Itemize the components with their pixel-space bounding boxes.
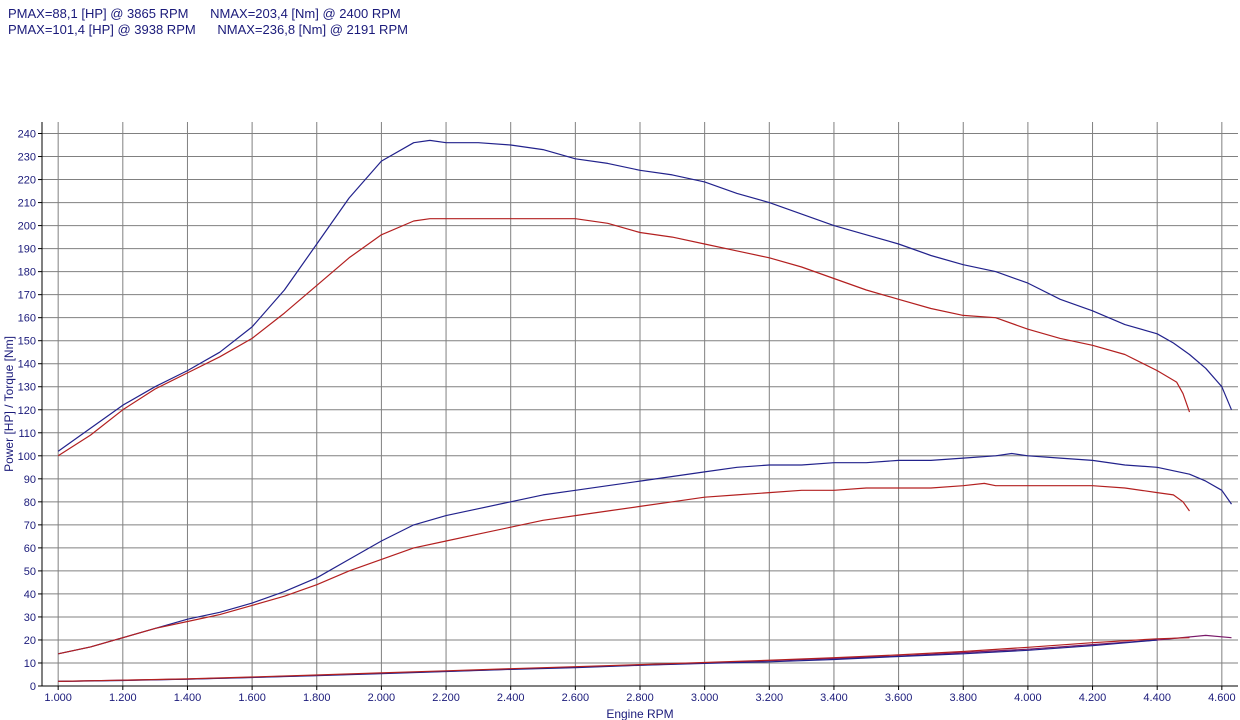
- x-tick-label: 2.000: [368, 692, 396, 704]
- x-tick-label: 4.000: [1014, 692, 1042, 704]
- y-tick-label: 140: [18, 359, 36, 371]
- y-tick-label: 0: [30, 681, 36, 693]
- x-tick-label: 1.400: [174, 692, 202, 704]
- x-tick-label: 4.400: [1143, 692, 1171, 704]
- y-tick-label: 230: [18, 152, 36, 164]
- header-line-1: PMAX=88,1 [HP] @ 3865 RPM NMAX=203,4 [Nm…: [8, 6, 401, 21]
- grid: [42, 122, 1238, 686]
- y-tick-label: 170: [18, 290, 36, 302]
- series-line-2: [57, 218, 1191, 457]
- y-tick-label: 40: [24, 589, 36, 601]
- x-tick-label: 1.800: [303, 692, 331, 704]
- y-tick-label: 210: [18, 198, 36, 210]
- y-tick-label: 60: [24, 543, 36, 555]
- y-tick-label: 150: [18, 336, 36, 348]
- y-tick-label: 20: [24, 635, 36, 647]
- series-line-1: [57, 139, 1233, 452]
- y-tick-label: 160: [18, 313, 36, 325]
- y-tick-label: 220: [18, 175, 36, 187]
- y-tick-label: 190: [18, 244, 36, 256]
- x-tick-label: 3.800: [949, 692, 977, 704]
- series-line-3: [58, 452, 1232, 655]
- y-axis-label: Power [HP] / Torque [Nm]: [2, 336, 16, 472]
- x-tick-label: 3.200: [756, 692, 784, 704]
- y-tick-label: 200: [18, 221, 36, 233]
- y-tick-label: 100: [18, 451, 36, 463]
- y-tick-label: 90: [24, 474, 36, 486]
- y-tick-label: 120: [18, 405, 36, 417]
- y-tick-label: 30: [24, 612, 36, 624]
- x-tick-label: 1.200: [109, 692, 137, 704]
- x-tick-label: 3.600: [885, 692, 913, 704]
- series-line-7: [58, 637, 1190, 682]
- y-tick-label: 180: [18, 267, 36, 279]
- header-line-2: PMAX=101,4 [HP] @ 3938 RPM NMAX=236,8 [N…: [8, 22, 408, 37]
- x-tick-label: 4.600: [1208, 692, 1236, 704]
- x-tick-label: 3.400: [820, 692, 848, 704]
- x-tick-label: 2.800: [626, 692, 654, 704]
- curves: [57, 139, 1233, 682]
- y-tick-labels: 0 10 20 30 40 50 60 70 80 90 100 110 120 130 140 150 160…: [18, 129, 36, 693]
- x-axis-label: Engine RPM: [606, 707, 673, 720]
- y-tick-label: 50: [24, 566, 36, 578]
- y-tick-label: 70: [24, 520, 36, 532]
- y-tick-label: 110: [18, 428, 36, 440]
- x-tick-label: 1.000: [44, 692, 72, 704]
- y-tick-label: 130: [18, 382, 36, 394]
- x-tick-labels: 1.000 1.200 1.400 1.600 1.800 2.000 2.200 2.400…: [44, 692, 1235, 704]
- x-tick-label: 2.200: [432, 692, 460, 704]
- series-line-4: [58, 482, 1190, 655]
- x-tick-label: 4.200: [1079, 692, 1107, 704]
- axes: [38, 122, 1238, 690]
- y-tick-label: 80: [24, 497, 36, 509]
- y-tick-label: 10: [24, 658, 36, 670]
- x-tick-label: 2.600: [562, 692, 590, 704]
- y-tick-label: 240: [18, 129, 36, 141]
- x-tick-label: 1.600: [238, 692, 266, 704]
- x-tick-label: 2.400: [497, 692, 525, 704]
- x-tick-label: 3.000: [691, 692, 719, 704]
